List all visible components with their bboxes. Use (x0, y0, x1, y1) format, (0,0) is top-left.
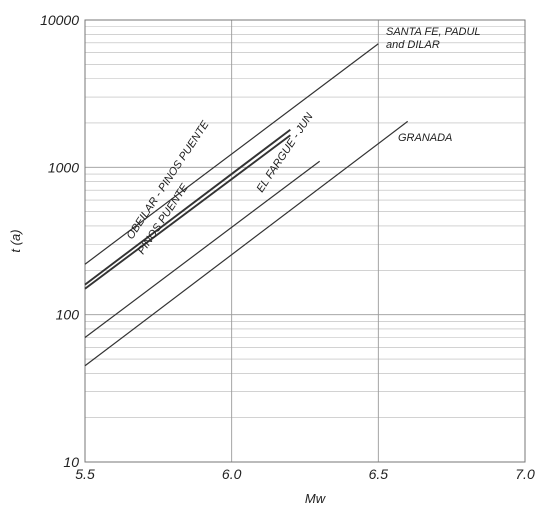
x-tick-label: 7.0 (515, 466, 535, 482)
y-axis-label: t (a) (8, 229, 23, 252)
y-tick-label: 1000 (48, 159, 79, 175)
series-label-santa-fe: SANTA FE, PADUL and DILAR (386, 26, 483, 51)
series-label-granada: GRANADA (398, 132, 452, 144)
series-label-santa-fe-line1: SANTA FE, PADUL (386, 26, 480, 38)
series-label-santa-fe-line2: and DILAR (386, 39, 440, 51)
y-tick-label: 100 (56, 307, 80, 323)
x-tick-label: 6.5 (369, 466, 389, 482)
series-line (85, 161, 320, 337)
y-tick-label: 10000 (40, 12, 79, 28)
series-label-obeilar: OBEILAR - PINOS PUENTE (125, 118, 212, 241)
x-axis-label: Mw (305, 491, 327, 506)
y-tick-label: 10 (63, 454, 79, 470)
series-lines (85, 44, 408, 366)
series-label-el-fargue: EL FARGUE - JUN (255, 111, 316, 195)
x-tick-label: 6.0 (222, 466, 242, 482)
